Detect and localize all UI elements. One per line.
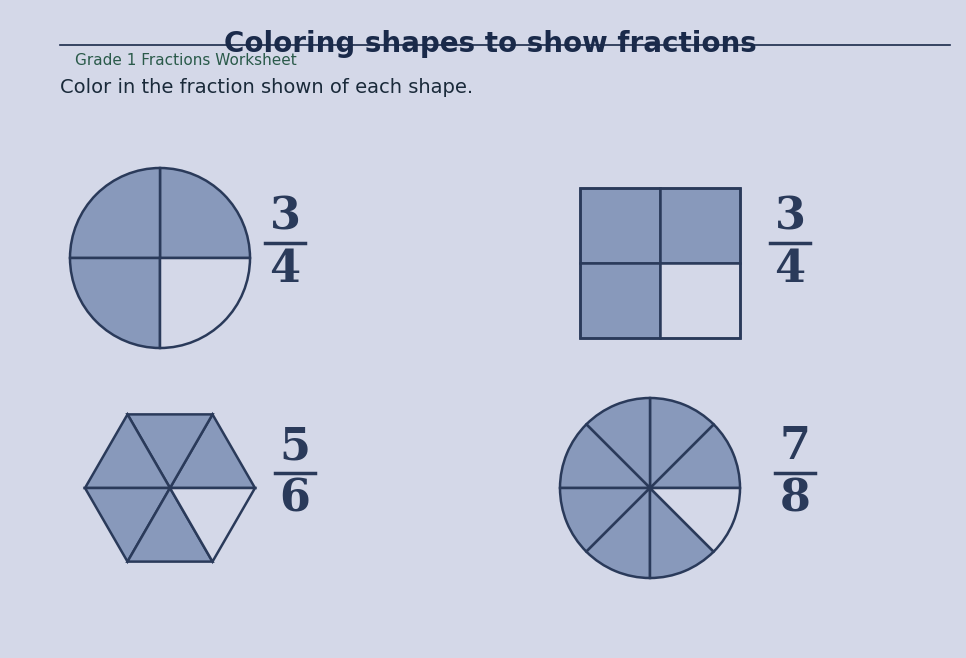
Wedge shape — [70, 258, 160, 348]
Polygon shape — [128, 488, 213, 562]
Wedge shape — [586, 398, 650, 488]
Text: 6: 6 — [279, 478, 310, 521]
Polygon shape — [85, 488, 170, 562]
Wedge shape — [586, 488, 650, 578]
Text: Coloring shapes to show fractions: Coloring shapes to show fractions — [223, 30, 756, 58]
Bar — [580, 188, 660, 263]
Wedge shape — [560, 488, 650, 551]
Wedge shape — [650, 398, 714, 488]
Polygon shape — [170, 415, 255, 488]
Bar — [580, 263, 660, 338]
Wedge shape — [650, 488, 740, 551]
Text: 8: 8 — [780, 478, 810, 521]
Polygon shape — [85, 415, 170, 488]
Wedge shape — [160, 168, 250, 258]
Bar — [660, 263, 740, 338]
Wedge shape — [70, 168, 160, 258]
Wedge shape — [160, 258, 250, 348]
Polygon shape — [170, 488, 255, 562]
Text: 3: 3 — [270, 195, 300, 238]
Text: 5: 5 — [279, 425, 310, 468]
Text: 4: 4 — [775, 248, 806, 291]
Wedge shape — [560, 424, 650, 488]
Text: 3: 3 — [775, 195, 806, 238]
Wedge shape — [650, 424, 740, 488]
Bar — [660, 188, 740, 263]
Polygon shape — [128, 415, 213, 488]
Text: Color in the fraction shown of each shape.: Color in the fraction shown of each shap… — [60, 78, 473, 97]
Text: 7: 7 — [780, 425, 810, 468]
Text: Grade 1 Fractions Worksheet: Grade 1 Fractions Worksheet — [75, 53, 297, 68]
Text: 4: 4 — [270, 248, 300, 291]
Wedge shape — [650, 488, 714, 578]
Bar — [580, 188, 740, 338]
